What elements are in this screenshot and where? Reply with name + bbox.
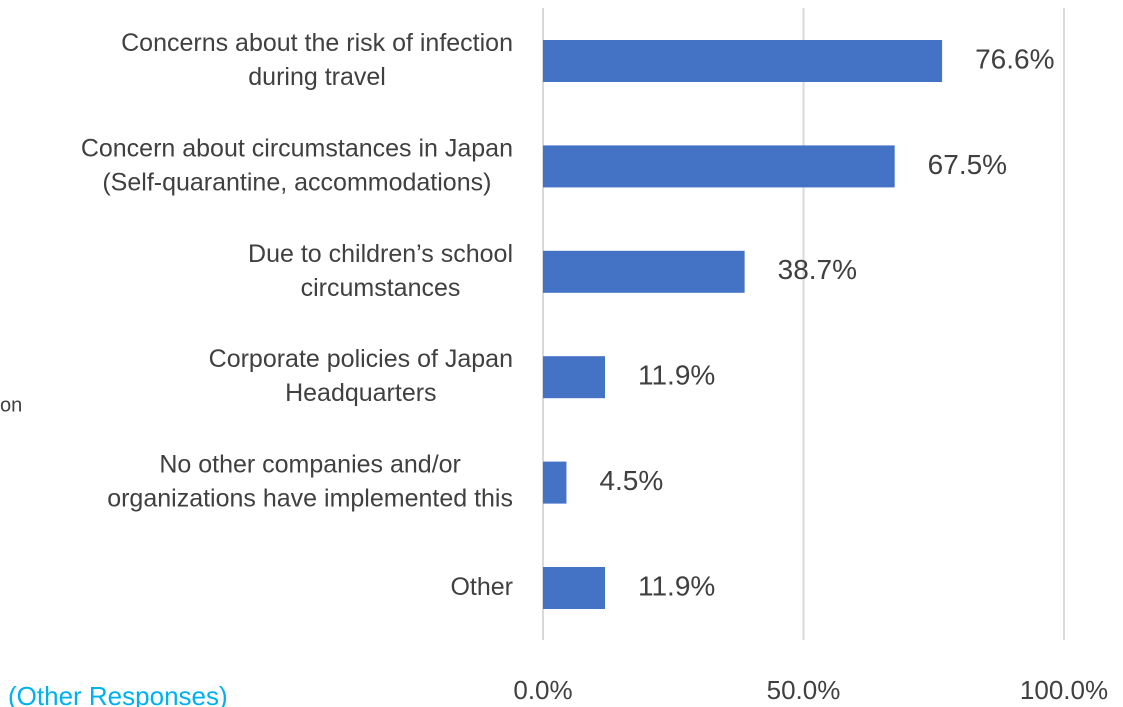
category-label: Corporate policies of Japan Headquarters <box>209 345 513 407</box>
bar <box>543 461 567 504</box>
cut-off-text: on <box>0 394 22 416</box>
value-label: 67.5% <box>928 149 1007 180</box>
x-tick-label: 0.0% <box>513 675 572 705</box>
bar <box>543 145 895 188</box>
value-label: 4.5% <box>599 465 663 496</box>
category-line: (Self-quarantine, accommodations) <box>102 168 491 196</box>
value-label: 11.9% <box>638 570 715 601</box>
bar <box>543 356 605 399</box>
category-line: circumstances <box>301 273 461 301</box>
bar <box>543 250 745 293</box>
category-line: Concerns about the risk of infection <box>121 29 513 57</box>
x-tick-label: 100.0% <box>1020 675 1108 705</box>
category-line: during travel <box>248 63 386 91</box>
category-line: organizations have implemented this <box>107 484 513 512</box>
x-tick-label: 50.0% <box>767 675 841 705</box>
category-line: Corporate policies of Japan <box>209 345 513 373</box>
value-label: 76.6% <box>975 43 1054 74</box>
category-label: Concerns about the risk of infection duri… <box>121 29 513 91</box>
section-label: (Other Responses) <box>8 681 228 707</box>
category-label: Other <box>450 573 513 601</box>
category-line: Headquarters <box>285 379 436 407</box>
category-label: Concern about circumstances in Japan (Sel… <box>81 134 513 196</box>
category-line: Other <box>450 573 513 601</box>
value-label: 38.7% <box>778 254 857 285</box>
category-label: Due to children’s school circumstances <box>248 239 513 301</box>
category-line: No other companies and/or <box>159 450 461 478</box>
category-line: Due to children’s school <box>248 239 513 267</box>
category-label: No other companies and/or organizations h… <box>107 450 513 512</box>
bar <box>543 567 605 609</box>
bar <box>543 40 943 82</box>
category-line: Concern about circumstances in Japan <box>81 134 513 162</box>
value-label: 11.9% <box>638 360 715 391</box>
